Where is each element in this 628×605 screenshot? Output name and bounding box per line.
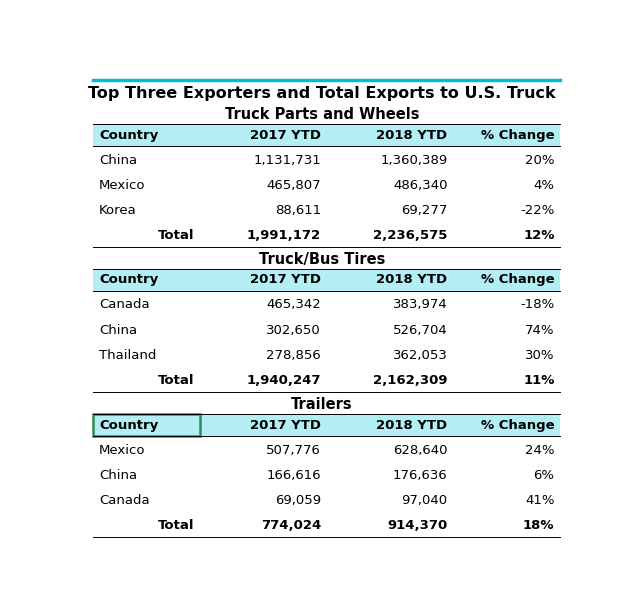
Text: Mexico: Mexico [99, 179, 146, 192]
FancyBboxPatch shape [93, 414, 560, 436]
Text: Total: Total [158, 374, 194, 387]
Text: 774,024: 774,024 [261, 519, 321, 532]
Text: 74%: 74% [525, 324, 555, 336]
Text: 4%: 4% [534, 179, 555, 192]
Text: Truck/Bus Tires: Truck/Bus Tires [259, 252, 385, 267]
Text: 302,650: 302,650 [266, 324, 321, 336]
Text: 176,636: 176,636 [392, 469, 447, 482]
Text: 69,277: 69,277 [401, 204, 447, 217]
Text: 18%: 18% [523, 519, 555, 532]
FancyBboxPatch shape [93, 124, 560, 146]
Text: 2018 YTD: 2018 YTD [376, 129, 447, 142]
Text: 41%: 41% [525, 494, 555, 507]
Text: Total: Total [158, 519, 194, 532]
FancyBboxPatch shape [93, 269, 560, 291]
Text: -18%: -18% [520, 298, 555, 312]
Text: 2017 YTD: 2017 YTD [250, 419, 321, 431]
Text: 507,776: 507,776 [266, 443, 321, 457]
Text: Truck Parts and Wheels: Truck Parts and Wheels [225, 108, 419, 122]
Text: 6%: 6% [534, 469, 555, 482]
Text: Canada: Canada [99, 494, 149, 507]
Text: 2018 YTD: 2018 YTD [376, 273, 447, 286]
Text: 1,940,247: 1,940,247 [246, 374, 321, 387]
Text: 2,162,309: 2,162,309 [373, 374, 447, 387]
Text: 69,059: 69,059 [275, 494, 321, 507]
Text: 465,342: 465,342 [266, 298, 321, 312]
Text: Thailand: Thailand [99, 348, 156, 362]
Text: 465,807: 465,807 [266, 179, 321, 192]
Text: 11%: 11% [523, 374, 555, 387]
Text: 486,340: 486,340 [393, 179, 447, 192]
Text: 526,704: 526,704 [392, 324, 447, 336]
Text: Total: Total [158, 229, 194, 243]
Text: 24%: 24% [525, 443, 555, 457]
Text: Canada: Canada [99, 298, 149, 312]
Text: Top Three Exporters and Total Exports to U.S. Truck: Top Three Exporters and Total Exports to… [88, 86, 556, 101]
Text: 362,053: 362,053 [392, 348, 447, 362]
Text: 914,370: 914,370 [387, 519, 447, 532]
Text: Trailers: Trailers [291, 397, 353, 412]
Text: 2017 YTD: 2017 YTD [250, 273, 321, 286]
FancyBboxPatch shape [93, 414, 200, 436]
Text: Mexico: Mexico [99, 443, 146, 457]
Text: 1,360,389: 1,360,389 [380, 154, 447, 167]
Text: 12%: 12% [523, 229, 555, 243]
Text: % Change: % Change [481, 419, 555, 431]
Text: Country: Country [99, 419, 158, 431]
Text: 628,640: 628,640 [393, 443, 447, 457]
Text: 88,611: 88,611 [274, 204, 321, 217]
Text: 2017 YTD: 2017 YTD [250, 129, 321, 142]
Text: 166,616: 166,616 [266, 469, 321, 482]
Text: 383,974: 383,974 [392, 298, 447, 312]
Text: 2018 YTD: 2018 YTD [376, 419, 447, 431]
Text: China: China [99, 154, 137, 167]
Text: China: China [99, 469, 137, 482]
Text: 278,856: 278,856 [266, 348, 321, 362]
Text: 30%: 30% [525, 348, 555, 362]
Text: Country: Country [99, 129, 158, 142]
Text: 1,131,731: 1,131,731 [253, 154, 321, 167]
Text: Country: Country [99, 273, 158, 286]
Text: % Change: % Change [481, 129, 555, 142]
Text: 2,236,575: 2,236,575 [373, 229, 447, 243]
Text: % Change: % Change [481, 273, 555, 286]
Text: Korea: Korea [99, 204, 137, 217]
Text: 1,991,172: 1,991,172 [247, 229, 321, 243]
Text: 20%: 20% [525, 154, 555, 167]
Text: 97,040: 97,040 [401, 494, 447, 507]
Text: -22%: -22% [520, 204, 555, 217]
Text: China: China [99, 324, 137, 336]
